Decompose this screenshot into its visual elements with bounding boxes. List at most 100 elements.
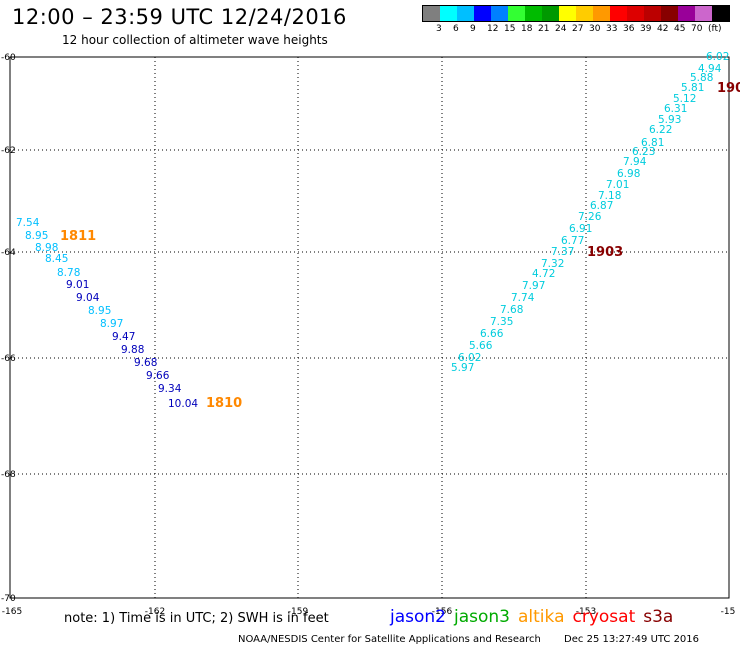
legend-label: 45 [674,24,686,34]
legend-swatch [627,6,644,21]
satellite-label-altika: altika [518,607,565,627]
swh-value: 4.72 [532,268,555,280]
swh-value: 7.35 [490,316,513,328]
legend-label: 27 [572,24,584,34]
swh-value: 6.87 [590,200,613,212]
altimeter-tracks: 7.548.958.988.458.789.019.048.958.979.47… [16,51,729,410]
x-tick-label: -165 [2,607,22,617]
legend-swatch [474,6,491,21]
map-title: 12:00 – 23:59 UTC 12/24/2016 [12,5,347,29]
map-subtitle: 12 hour collection of altimeter wave hei… [62,33,328,47]
legend-swatch [542,6,559,21]
credit-text: NOAA/NESDIS Center for Satellite Applica… [238,634,541,645]
swh-value: 5.88 [690,72,713,84]
legend-label: 12 [487,24,499,34]
legend-swatch [610,6,627,21]
y-tick-label: -68 [1,470,16,480]
footer-credit: NOAA/NESDIS Center for Satellite Applica… [238,634,719,645]
y-tick-label: -60 [1,53,16,63]
legend-label: 42 [657,24,669,34]
swh-value: 10.04 [168,398,198,410]
swh-value: 9.47 [112,331,135,343]
legend-swatch [559,6,576,21]
swh-value: 9.04 [76,292,100,304]
x-tick-label: -15 [721,607,736,617]
swh-value: 7.68 [500,304,523,316]
legend-label: 6 [453,24,459,34]
pass-id-label: 190 [717,81,740,96]
swh-value: 5.66 [469,340,493,352]
timestamp-text: Dec 25 13:27:49 UTC 2016 [564,634,700,645]
swh-value: 6.98 [617,168,640,180]
legend-swatch [491,6,508,21]
legend-label: 21 [538,24,550,34]
swh-value: 4.94 [698,63,722,75]
swh-value: 7.94 [623,156,647,168]
legend-labels: 3 6 9 12 15 18 21 24 27 30 33 36 39 42 45 70 (ft) [422,22,730,36]
swh-value: 8.78 [57,267,80,279]
swh-value: 6.02 [706,51,729,63]
swh-value: 6.81 [641,137,664,149]
legend-label: 24 [555,24,567,34]
swh-value: 7.26 [578,211,602,223]
satellite-legend: jason2 jason3 altika cryosat s3a [390,607,681,627]
swh-value: 7.54 [16,217,40,229]
swh-value: 7.18 [598,190,621,202]
pass-id-label: 1810 [206,396,242,411]
swh-value: 6.77 [561,235,584,247]
map-frame [9,56,730,599]
swh-value: 5.93 [658,114,681,126]
legend-swatch [695,6,712,21]
satellite-label-jason2: jason2 [390,607,446,627]
x-tick-label: -156 [432,607,453,617]
swh-value: 6.66 [480,328,504,340]
swh-value: 6.02 [458,352,481,364]
swh-value: 7.74 [511,292,535,304]
legend-swatch [508,6,525,21]
legend-swatch [593,6,610,21]
color-legend: 3 6 9 12 15 18 21 24 27 30 33 36 39 42 45 70 (ft) [422,5,730,36]
legend-swatch [644,6,661,21]
legend-label: 33 [606,24,618,34]
pass-id-label: 1811 [60,229,96,244]
satellite-label-s3a: s3a [643,607,674,627]
satellite-label-jason3: jason3 [454,607,510,627]
legend-swatch [457,6,474,21]
legend-label: 30 [589,24,601,34]
satellite-label-cryosat: cryosat [572,607,636,627]
swh-value: 5.97 [451,362,474,374]
pass-id-label: 1903 [587,245,623,260]
swh-value: 9.34 [158,383,182,395]
legend-label: 39 [640,24,652,34]
x-tick-label: -159 [288,607,309,617]
swh-value: 8.95 [25,230,48,242]
legend-swatch [712,6,729,21]
legend-label: 9 [470,24,476,34]
swh-value: 9.01 [66,279,89,291]
swh-value: 8.98 [35,242,58,254]
swh-value: 7.37 [551,246,574,258]
legend-label: (ft) [708,24,722,34]
swh-value: 5.12 [673,93,696,105]
legend-swatch [678,6,695,21]
x-tick-label: -162 [145,607,165,617]
legend-color-bar [422,5,730,22]
y-tick-label: -66 [1,354,16,364]
swh-value: 5.81 [681,82,704,94]
swh-value: 9.66 [146,370,170,382]
legend-label: 70 [691,24,703,34]
swh-value: 8.95 [88,305,111,317]
swh-value: 8.97 [100,318,123,330]
legend-label: 3 [436,24,442,34]
y-tick-label: -64 [1,248,16,258]
swh-value: 9.68 [134,357,157,369]
footer-note: note: 1) Time is in UTC; 2) SWH is in fe… [64,611,329,626]
legend-swatch [525,6,542,21]
swh-value: 7.32 [541,258,564,270]
graticule [9,56,730,599]
x-tick-label: -153 [576,607,596,617]
legend-swatch [423,6,440,21]
pass-labels: 1811 1810 1903 190 [60,81,740,411]
legend-swatch [576,6,593,21]
